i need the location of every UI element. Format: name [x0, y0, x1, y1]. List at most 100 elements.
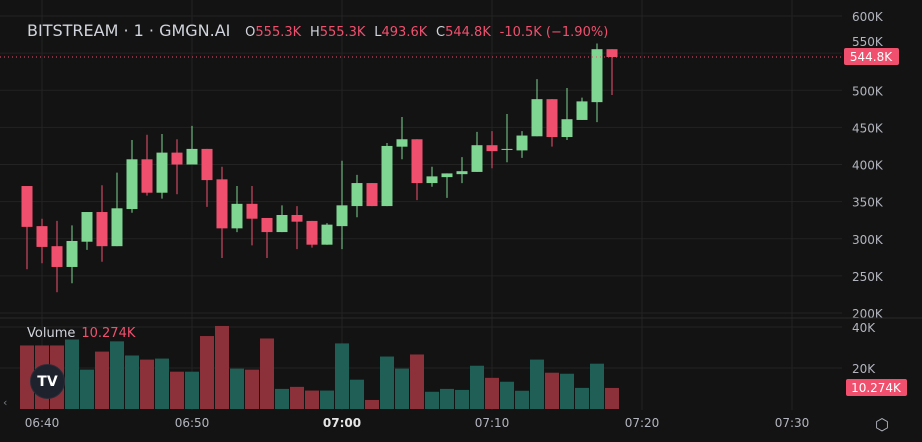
volume-bar [455, 389, 469, 409]
candle-body [486, 145, 498, 152]
close-label: C [436, 25, 446, 40]
candle-body [186, 148, 198, 165]
symbol-title: BITSTREAM · 1 · GMGN.AI [27, 21, 231, 40]
candle-body [231, 203, 243, 229]
candle-body [36, 226, 48, 247]
candle-body [426, 176, 438, 184]
volume-bar [305, 390, 319, 409]
symbol-legend: BITSTREAM · 1 · GMGN.AI O555.3K H555.3K … [27, 21, 608, 40]
candle-body [81, 212, 93, 242]
time-tick-label: 06:40 [25, 416, 60, 430]
candle-body [51, 246, 63, 267]
price-tick-label: 300K [852, 233, 884, 247]
volume-bar [110, 341, 124, 409]
chevron-left-icon[interactable]: ‹ [3, 396, 8, 409]
volume-bar [395, 368, 409, 409]
volume-bar [275, 388, 289, 409]
time-tick-label: 07:30 [775, 416, 810, 430]
volume-bar [560, 373, 574, 409]
volume-bar [605, 387, 619, 409]
volume-bar [245, 369, 259, 409]
volume-bar [575, 387, 589, 409]
volume-bar [545, 372, 559, 409]
candle-body [111, 208, 123, 247]
candle-body [456, 171, 468, 175]
volume-bar [320, 390, 334, 409]
candle-body [336, 205, 348, 227]
high-label: H [309, 25, 320, 40]
price-tick-label: 250K [852, 270, 884, 284]
candle-body [201, 148, 213, 181]
volume-bar [215, 325, 229, 409]
high-value: 555.3K [319, 25, 366, 40]
open-value: 555.3K [255, 25, 302, 40]
candle-body [156, 152, 168, 193]
volume-bar [200, 336, 214, 409]
volume-bar [185, 371, 199, 409]
candle-body [366, 183, 378, 207]
volume-bar [500, 381, 514, 409]
volume-bar [440, 388, 454, 409]
low-value: 493.6K [381, 25, 428, 40]
last-price-label: 544.8K [850, 50, 893, 64]
candle-body [411, 139, 423, 184]
candle-body [591, 49, 603, 103]
candle-body [516, 135, 528, 151]
volume-bar [530, 359, 544, 409]
volume-bar [140, 359, 154, 409]
volume-bar [365, 399, 379, 409]
candle-body [126, 159, 138, 210]
volume-bar [335, 343, 349, 409]
candle-body [261, 217, 273, 233]
time-tick-label: 06:50 [175, 416, 210, 430]
volume-legend: Volume 10.274K [27, 326, 135, 341]
last-price-badge [844, 47, 899, 65]
candle-body [216, 179, 228, 229]
candle-body [321, 224, 333, 245]
candle-body [576, 101, 588, 120]
last-volume-badge [846, 379, 907, 396]
time-tick-label: 07:10 [475, 416, 510, 430]
low-label: L [374, 25, 382, 40]
volume-bar [410, 354, 424, 409]
candle-body [546, 99, 558, 138]
volume-bar [125, 355, 139, 409]
volume-tick-label: 20K [852, 362, 876, 376]
volume-bar [590, 363, 604, 409]
volume-bar [80, 369, 94, 409]
candle-body [141, 159, 153, 193]
time-tick-label: 07:00 [323, 416, 361, 430]
candle-body [531, 99, 543, 137]
volume-bar [65, 339, 79, 409]
time-tick-label: 07:20 [625, 416, 660, 430]
volume-bar [155, 358, 169, 409]
close-value: 544.8K [445, 25, 491, 40]
candle-body [246, 203, 258, 219]
candle-body [606, 49, 618, 57]
price-tick-label: 550K [852, 35, 884, 49]
candle-body [66, 240, 78, 267]
change-value: -10.5K (−1.90%) [499, 25, 609, 40]
candle-body [561, 119, 573, 138]
price-tick-label: 500K [852, 84, 884, 98]
candle-body [96, 212, 108, 247]
volume-bar [290, 386, 304, 409]
volume-bar [380, 356, 394, 409]
tradingview-logo[interactable]: TV [30, 364, 65, 399]
price-tick-label: 450K [852, 121, 884, 135]
candle-body [306, 220, 318, 245]
candle-body [501, 148, 513, 150]
volume-bar [470, 365, 484, 409]
candle-body [441, 173, 453, 178]
volume-bar [485, 377, 499, 409]
settings-hex-icon[interactable]: ⬡ [875, 415, 889, 434]
volume-tick-label: 40K [852, 321, 876, 335]
volume-bar [515, 390, 529, 409]
volume-value: 10.274K [81, 326, 136, 341]
candle-body [21, 186, 33, 227]
candle-body [171, 152, 183, 165]
open-label: O [245, 25, 256, 40]
candle-body [291, 214, 303, 222]
last-volume-label: 10.274K [851, 381, 902, 395]
